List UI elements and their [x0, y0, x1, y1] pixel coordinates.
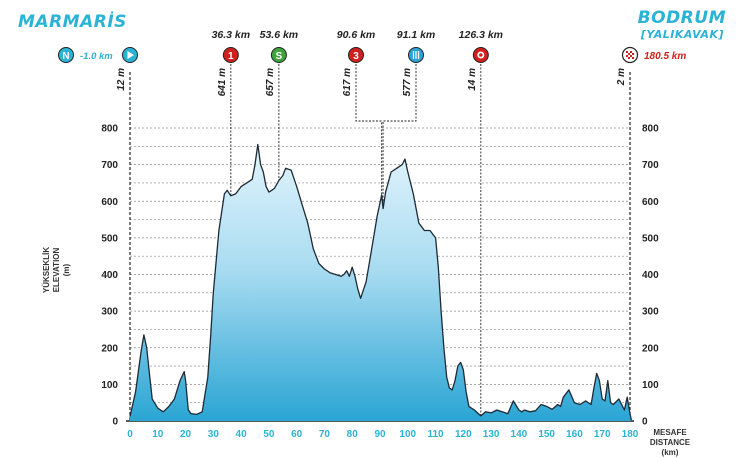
x-tick-label: 50: [263, 429, 275, 440]
x-tick-label: 80: [347, 429, 359, 440]
start-elevation-label: 12 m: [116, 68, 127, 91]
finish-flag-square: [630, 55, 632, 57]
marker-climb-icon: [222, 47, 239, 63]
x-tick-label: 70: [319, 429, 331, 440]
x-axis-label-tr: MESAFE: [653, 428, 687, 437]
y-tick-label-right: 600: [642, 197, 659, 208]
x-tick-label: 60: [291, 429, 303, 440]
y-tick-label-right: 400: [642, 270, 659, 281]
x-tick-label: 100: [399, 429, 416, 440]
x-tick-label: 0: [127, 429, 133, 440]
finish-flag-square: [626, 51, 628, 53]
y-tick-label-right: 0: [642, 417, 648, 428]
marker-elevation-label: 577 m: [402, 68, 413, 96]
x-tick-label: 170: [594, 429, 611, 440]
marker-km-label: 91.1 km: [397, 29, 436, 41]
elevation-area: [130, 144, 632, 421]
play-icon-triangle: [127, 51, 134, 59]
y-tick-label-right: 100: [642, 380, 659, 391]
x-tick-label: 20: [180, 429, 192, 440]
y-tick-label-right: 200: [642, 343, 659, 354]
marker-km-label: 36.3 km: [212, 29, 251, 41]
y-tick-label-left: 600: [101, 197, 118, 208]
marker-km-label: 126.3 km: [459, 29, 503, 41]
marker-km-label: 90.6 km: [337, 29, 376, 41]
x-tick-label: 130: [483, 429, 500, 440]
x-tick-label: 90: [374, 429, 386, 440]
x-tick-label: 30: [208, 429, 220, 440]
marker-km-label: 53.6 km: [260, 29, 299, 41]
x-tick-label: 10: [152, 429, 164, 440]
marker-badge-letter: 1: [228, 51, 234, 62]
finish-city: BODRUM: [637, 8, 726, 28]
x-tick-label: 120: [455, 429, 472, 440]
marker-badge-letter: S: [276, 51, 283, 62]
x-axis-unit: (km): [661, 448, 679, 457]
marker-connector: [355, 64, 383, 196]
y-tick-label-left: 100: [101, 380, 118, 391]
marker-elevation-label: 14 m: [467, 68, 478, 91]
km-icon-center: [479, 53, 483, 57]
y-tick-label-left: 800: [101, 124, 118, 135]
x-axis-label: MESAFE DISTANCE (km): [640, 428, 700, 458]
y-tick-label-left: 300: [101, 307, 118, 318]
area-layer: [129, 143, 633, 421]
finish-subtitle: [YALIKAVAK]: [640, 28, 724, 41]
marker-climb-icon: [348, 47, 364, 63]
finish-flag-square: [632, 53, 634, 55]
elevation-line: [129, 143, 633, 421]
neutral-km-label: -1.0 km: [80, 51, 113, 62]
finish-elevation-label: 2 m: [616, 68, 627, 86]
marker-elevation-label: 617 m: [342, 68, 353, 96]
y-tick-label-left: 400: [101, 270, 118, 281]
y-tick-label-left: 200: [101, 343, 118, 354]
marker-connector: [382, 64, 417, 209]
x-tick-label: 140: [511, 429, 528, 440]
marker-elevation-label: 657 m: [265, 68, 276, 96]
x-tick-label: 40: [236, 429, 248, 440]
finish-flag-square: [632, 57, 634, 59]
x-tick-label: 110: [427, 429, 444, 440]
y-tick-label-left: 0: [112, 417, 118, 428]
x-tick-label: 180: [622, 429, 639, 440]
y-tick-label-left: 700: [101, 160, 118, 171]
y-tick-label-right: 800: [642, 124, 659, 135]
finish-flag-square: [630, 51, 632, 53]
marker-sprint-icon: [270, 47, 287, 63]
x-tick-label: 150: [538, 429, 555, 440]
y-tick-label-right: 300: [642, 307, 659, 318]
y-tick-label-left: 500: [101, 233, 118, 244]
marker-layer: [230, 64, 482, 416]
start-city: MARMARİS: [18, 12, 127, 32]
neutral-icon-letter: N: [62, 51, 69, 62]
finish-flag-square: [628, 57, 630, 59]
y-tick-label-right: 700: [642, 160, 659, 171]
marker-elevation-label: 641 m: [217, 68, 228, 96]
y-tick-label-right: 500: [642, 233, 659, 244]
finish-flag-square: [628, 53, 630, 55]
finish-km-label: 180.5 km: [644, 51, 686, 62]
x-tick-label: 160: [566, 429, 583, 440]
neutral-start-icon: [58, 47, 74, 63]
finish-flag-square: [626, 55, 628, 57]
x-axis-label-en: DISTANCE: [649, 438, 691, 447]
marker-badge-letter: 3: [353, 51, 359, 62]
